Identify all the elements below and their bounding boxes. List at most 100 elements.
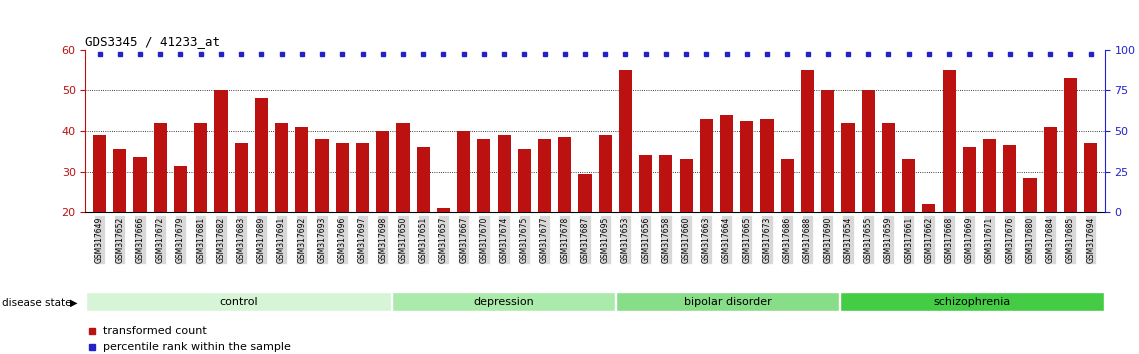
Text: GSM317665: GSM317665 bbox=[743, 216, 752, 263]
Text: GSM317681: GSM317681 bbox=[196, 216, 205, 263]
Text: GSM317697: GSM317697 bbox=[358, 216, 367, 263]
Bar bbox=[477, 139, 491, 294]
Text: GSM317676: GSM317676 bbox=[1006, 216, 1014, 263]
Text: GSM317677: GSM317677 bbox=[540, 216, 549, 263]
Bar bbox=[740, 121, 753, 294]
Text: GSM317687: GSM317687 bbox=[581, 216, 590, 263]
Text: GSM317660: GSM317660 bbox=[681, 216, 690, 263]
Bar bbox=[376, 131, 390, 294]
Bar bbox=[1003, 145, 1016, 294]
Text: GSM317653: GSM317653 bbox=[621, 216, 630, 263]
Text: GSM317663: GSM317663 bbox=[702, 216, 711, 263]
Bar bbox=[417, 147, 429, 294]
Text: transformed count: transformed count bbox=[103, 326, 206, 336]
Text: GSM317664: GSM317664 bbox=[722, 216, 731, 263]
Text: GSM317655: GSM317655 bbox=[863, 216, 872, 263]
Bar bbox=[457, 131, 470, 294]
Bar bbox=[720, 115, 734, 294]
Bar bbox=[538, 139, 551, 294]
Bar bbox=[821, 90, 834, 294]
Text: GSM317658: GSM317658 bbox=[662, 216, 671, 263]
Bar bbox=[761, 119, 773, 294]
Bar bbox=[255, 98, 268, 294]
Bar bbox=[902, 159, 916, 294]
Bar bbox=[214, 90, 228, 294]
Bar bbox=[699, 119, 713, 294]
Text: GSM317696: GSM317696 bbox=[338, 216, 346, 263]
Text: GSM317692: GSM317692 bbox=[297, 216, 306, 263]
Text: GSM317662: GSM317662 bbox=[925, 216, 933, 263]
Bar bbox=[274, 123, 288, 294]
Text: GSM317673: GSM317673 bbox=[762, 216, 771, 263]
Bar bbox=[599, 135, 612, 294]
Text: GSM317654: GSM317654 bbox=[844, 216, 852, 263]
Text: GSM317650: GSM317650 bbox=[399, 216, 408, 263]
Text: GSM317688: GSM317688 bbox=[803, 216, 812, 263]
Text: GSM317690: GSM317690 bbox=[823, 216, 833, 263]
Bar bbox=[579, 174, 591, 294]
Text: GSM317698: GSM317698 bbox=[378, 216, 387, 263]
Bar bbox=[133, 158, 147, 294]
Text: GSM317657: GSM317657 bbox=[439, 216, 448, 263]
Bar bbox=[780, 159, 794, 294]
Text: GSM317652: GSM317652 bbox=[115, 216, 124, 263]
Bar bbox=[1064, 78, 1077, 294]
Text: GSM317649: GSM317649 bbox=[95, 216, 104, 263]
Text: GSM317680: GSM317680 bbox=[1025, 216, 1034, 263]
Bar bbox=[235, 143, 248, 294]
Bar bbox=[962, 147, 976, 294]
Text: control: control bbox=[219, 297, 257, 307]
Text: GSM317684: GSM317684 bbox=[1046, 216, 1055, 263]
Bar bbox=[194, 123, 207, 294]
Bar bbox=[639, 155, 653, 294]
Bar bbox=[518, 149, 531, 294]
Bar bbox=[1024, 178, 1036, 294]
FancyBboxPatch shape bbox=[841, 292, 1105, 311]
Bar bbox=[316, 139, 329, 294]
Text: schizophrenia: schizophrenia bbox=[934, 297, 1011, 307]
FancyBboxPatch shape bbox=[616, 292, 839, 311]
Text: percentile rank within the sample: percentile rank within the sample bbox=[103, 342, 290, 352]
FancyBboxPatch shape bbox=[85, 292, 391, 311]
Text: GSM317659: GSM317659 bbox=[884, 216, 893, 263]
Text: depression: depression bbox=[473, 297, 534, 307]
Text: GSM317678: GSM317678 bbox=[560, 216, 570, 263]
Bar bbox=[558, 137, 572, 294]
Bar bbox=[357, 143, 369, 294]
Bar bbox=[659, 155, 672, 294]
Text: GSM317689: GSM317689 bbox=[257, 216, 265, 263]
Bar bbox=[882, 123, 895, 294]
Text: GSM317651: GSM317651 bbox=[419, 216, 428, 263]
Bar bbox=[942, 70, 956, 294]
Text: GSM317695: GSM317695 bbox=[600, 216, 609, 263]
Bar bbox=[801, 70, 814, 294]
Bar bbox=[336, 143, 349, 294]
Bar bbox=[93, 135, 106, 294]
Bar bbox=[842, 123, 854, 294]
Bar bbox=[680, 159, 693, 294]
Bar bbox=[861, 90, 875, 294]
Text: GSM317656: GSM317656 bbox=[641, 216, 650, 263]
Text: GSM317693: GSM317693 bbox=[318, 216, 327, 263]
Text: GSM317670: GSM317670 bbox=[480, 216, 489, 263]
Text: GSM317672: GSM317672 bbox=[156, 216, 165, 263]
Text: bipolar disorder: bipolar disorder bbox=[683, 297, 771, 307]
Text: GSM317679: GSM317679 bbox=[177, 216, 185, 263]
Bar bbox=[1084, 143, 1097, 294]
Bar bbox=[618, 70, 632, 294]
Text: GDS3345 / 41233_at: GDS3345 / 41233_at bbox=[85, 35, 221, 48]
Text: GSM317686: GSM317686 bbox=[782, 216, 792, 263]
Bar bbox=[983, 139, 997, 294]
Bar bbox=[113, 149, 126, 294]
Bar bbox=[1043, 127, 1057, 294]
Text: GSM317666: GSM317666 bbox=[136, 216, 145, 263]
Bar bbox=[174, 166, 187, 294]
Text: GSM317661: GSM317661 bbox=[904, 216, 913, 263]
Text: GSM317669: GSM317669 bbox=[965, 216, 974, 263]
Text: GSM317667: GSM317667 bbox=[459, 216, 468, 263]
Text: ▶: ▶ bbox=[69, 298, 77, 308]
Text: GSM317671: GSM317671 bbox=[985, 216, 994, 263]
Bar bbox=[154, 123, 166, 294]
Text: GSM317682: GSM317682 bbox=[216, 216, 226, 263]
Text: GSM317694: GSM317694 bbox=[1087, 216, 1096, 263]
